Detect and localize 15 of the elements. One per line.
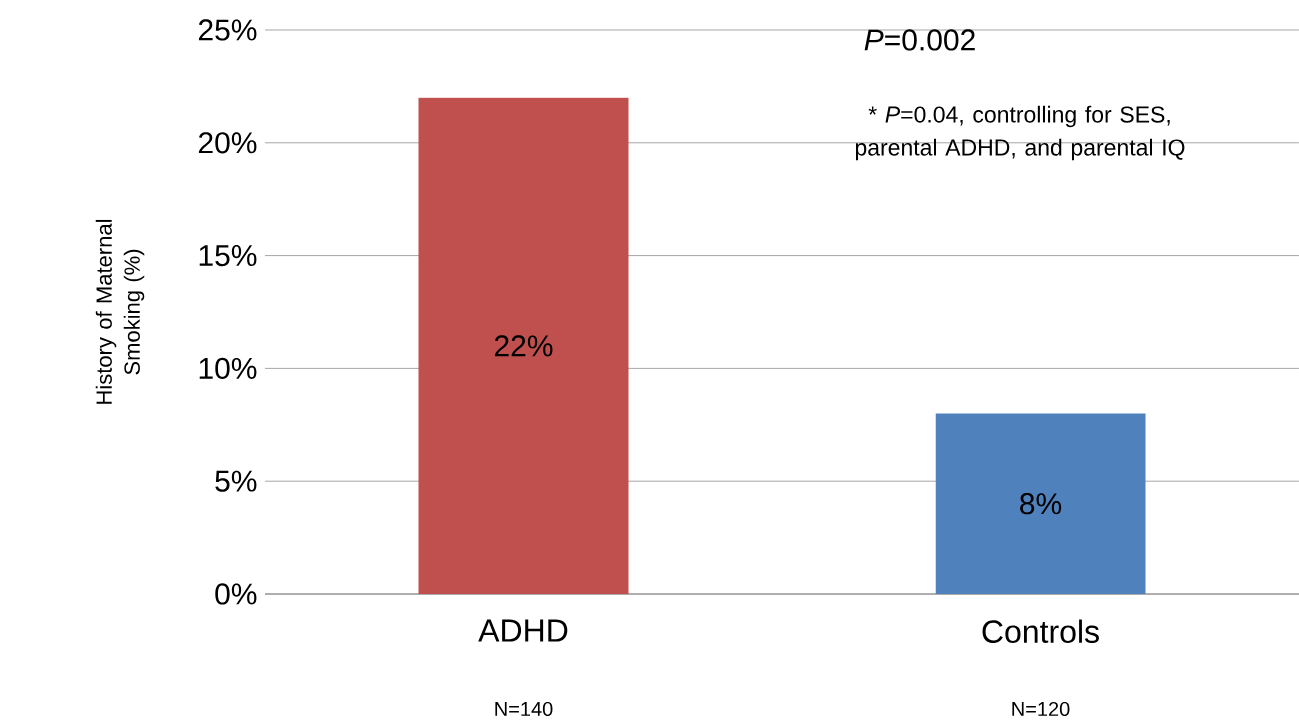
- y-axis-title: History of Maternal Smoking (%): [95, 219, 145, 404]
- text: N=120: [1012, 701, 1070, 717]
- y-tick-label: 20%: [198, 132, 257, 154]
- x-tick-label: ADHD: [478, 619, 568, 642]
- data-label: 8%: [1020, 493, 1062, 515]
- y-tick-label: 5%: [215, 470, 257, 492]
- text: N=140: [495, 701, 553, 717]
- y-tick-label: 0%: [215, 583, 257, 605]
- y-tick-label: 10%: [199, 357, 257, 380]
- x-tick-label: Controls: [982, 619, 1099, 644]
- y-tick-label: 15%: [199, 245, 257, 267]
- annotation: P=0.002: [864, 29, 975, 51]
- data-label: 22%: [494, 335, 553, 357]
- annotation: *P=0.04, controlling for SES, parental ADHD, and parental IQ: [855, 105, 1185, 161]
- y-tick-label: 25%: [198, 19, 257, 41]
